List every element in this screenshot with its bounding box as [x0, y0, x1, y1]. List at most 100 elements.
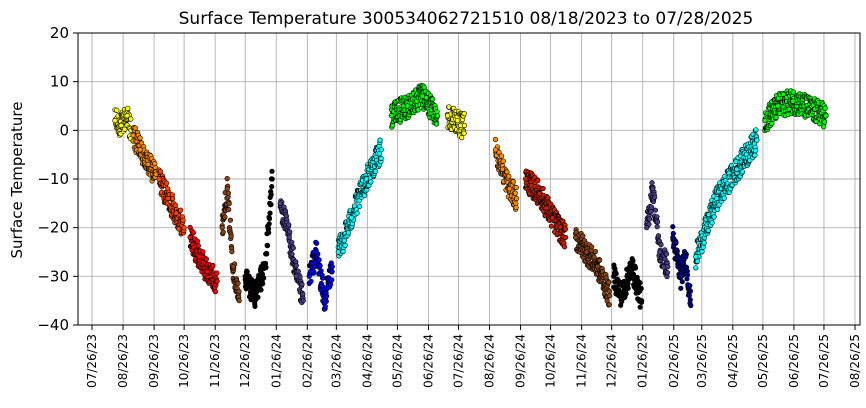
data-point [711, 214, 717, 220]
data-point [429, 96, 436, 102]
data-series-16 [670, 224, 694, 309]
data-point [124, 113, 130, 119]
data-point [210, 262, 216, 269]
data-point [821, 119, 828, 125]
data-point [137, 147, 143, 153]
data-point [592, 248, 599, 255]
data-series-13 [572, 227, 613, 308]
data-point [536, 191, 543, 197]
data-point [114, 107, 120, 113]
data-point [459, 135, 465, 141]
data-point [266, 221, 272, 227]
data-series-18 [762, 88, 829, 134]
data-point [194, 238, 200, 244]
data-point [461, 130, 467, 136]
x-tick-label: 03/26/25 [695, 334, 709, 388]
data-point [512, 190, 518, 196]
data-point [318, 268, 324, 274]
x-tick-label: 03/26/24 [329, 334, 343, 388]
data-point [649, 180, 655, 186]
x-tick-label: 10/26/24 [544, 334, 558, 388]
data-point [266, 230, 272, 236]
data-point [625, 281, 631, 287]
data-point [306, 273, 312, 279]
data-point [693, 265, 699, 271]
data-point [496, 149, 502, 155]
data-point [293, 273, 299, 279]
data-point [226, 201, 232, 207]
data-point [214, 270, 220, 276]
x-tick-label: 09/26/23 [147, 334, 161, 388]
data-point [607, 293, 613, 299]
data-point [619, 293, 625, 299]
data-point [329, 264, 335, 270]
data-point [204, 268, 210, 275]
data-point [700, 244, 706, 250]
data-point [346, 230, 352, 236]
data-point [261, 275, 267, 281]
data-point [200, 249, 206, 255]
data-point [714, 195, 720, 202]
data-point [709, 220, 715, 226]
data-series-12 [522, 168, 569, 250]
data-point [492, 147, 499, 153]
data-point [597, 257, 603, 263]
data-point [769, 120, 775, 127]
data-point [654, 214, 660, 220]
data-point [500, 158, 506, 164]
data-point [308, 278, 314, 284]
data-point [562, 234, 569, 240]
x-tick-label: 04/26/24 [360, 334, 374, 388]
data-point [699, 249, 705, 255]
data-point [454, 117, 461, 124]
data-series-17 [693, 127, 760, 271]
data-point [269, 176, 275, 182]
data-point [277, 200, 283, 206]
data-point [625, 285, 631, 291]
data-point [328, 281, 334, 288]
data-point [376, 151, 383, 157]
x-tick-label: 07/26/25 [817, 334, 831, 388]
data-point [172, 202, 178, 208]
data-point [230, 264, 236, 270]
data-point [266, 216, 273, 222]
data-series-10 [444, 104, 468, 141]
data-point [648, 209, 654, 215]
data-point [589, 244, 595, 250]
data-point [522, 176, 529, 182]
data-point [268, 201, 274, 208]
data-point [693, 254, 699, 260]
x-tick-label: 08/26/23 [116, 334, 130, 388]
data-point [674, 248, 680, 254]
x-tick-label: 07/26/23 [85, 334, 99, 388]
x-tick-label: 04/26/25 [726, 334, 740, 388]
data-point [433, 121, 440, 127]
data-point [258, 287, 264, 293]
data-series-1 [130, 124, 159, 184]
data-point [580, 233, 586, 239]
data-point [314, 240, 320, 246]
data-point [658, 242, 664, 248]
data-point [324, 293, 330, 299]
y-tick-label: −20 [37, 219, 69, 237]
data-point [173, 210, 179, 216]
data-point [498, 153, 505, 159]
data-point [513, 195, 520, 202]
x-tick-label: 11/26/24 [575, 334, 589, 388]
data-point [122, 126, 128, 132]
data-point [203, 256, 209, 262]
data-point [752, 152, 758, 158]
data-point [687, 283, 693, 289]
data-point [716, 202, 722, 208]
data-point [655, 233, 662, 239]
x-tick-label: 09/26/24 [514, 334, 528, 388]
data-point [673, 239, 679, 246]
data-point [329, 277, 335, 283]
grid-layer [78, 32, 860, 326]
x-tick-label: 06/26/25 [787, 334, 801, 388]
data-point [562, 226, 569, 232]
x-tick-label: 02/26/24 [300, 334, 314, 388]
x-tick-label: 10/26/23 [177, 334, 191, 388]
data-point [611, 273, 617, 279]
data-point [164, 180, 170, 186]
